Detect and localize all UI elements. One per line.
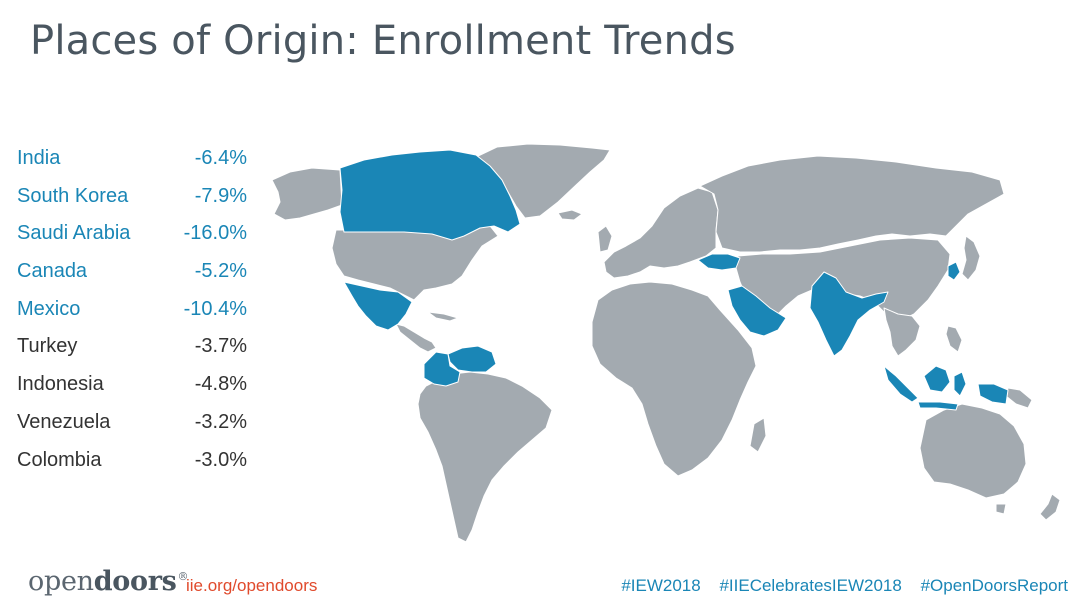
country-change-list: India -6.4% South Korea -7.9% Saudi Arab… — [17, 140, 257, 479]
country-change: -3.7% — [194, 335, 247, 358]
opendoors-logo: opendoors® — [28, 566, 189, 597]
country-change: -3.2% — [194, 410, 247, 433]
list-item-canada: Canada -5.2% — [17, 253, 257, 291]
hashtag-iiecelebratesiew2018: #IIECelebratesIEW2018 — [719, 576, 902, 595]
registered-mark: ® — [177, 570, 189, 583]
hashtag-iew2018: #IEW2018 — [621, 576, 701, 595]
page-title: Places of Origin: Enrollment Trends — [30, 18, 736, 64]
map-turkey — [697, 253, 741, 271]
land-central-america — [395, 323, 437, 353]
map-indonesia-borneo — [923, 365, 951, 393]
list-item-turkey: Turkey -3.7% — [17, 328, 257, 366]
land-madagascar — [749, 417, 767, 453]
land-south-america — [417, 371, 553, 543]
map-india — [809, 271, 889, 357]
logo-text-light: open — [28, 566, 94, 597]
map-south-korea — [947, 261, 961, 281]
country-change: -6.4% — [194, 147, 247, 169]
land-australia — [919, 403, 1027, 499]
list-item-saudi-arabia: Saudi Arabia -16.0% — [17, 215, 257, 253]
map-venezuela — [447, 345, 497, 373]
map-indonesia-java — [917, 401, 959, 411]
country-name: India — [17, 147, 61, 169]
list-item-south-korea: South Korea -7.9% — [17, 178, 257, 216]
list-item-india: India -6.4% — [17, 140, 257, 178]
list-item-mexico: Mexico -10.4% — [17, 291, 257, 329]
map-indonesia-sumatra — [883, 365, 919, 403]
country-change: -3.0% — [194, 448, 247, 471]
land-uk — [597, 225, 613, 253]
map-mexico — [343, 281, 413, 331]
hashtag-list: #IEW2018 #IIECelebratesIEW2018 #OpenDoor… — [607, 576, 1068, 596]
map-indonesia-papua — [977, 383, 1009, 405]
country-name: Mexico — [17, 297, 81, 320]
country-change: -5.2% — [194, 260, 247, 283]
list-item-venezuela: Venezuela -3.2% — [17, 404, 257, 442]
land-iceland — [557, 209, 583, 221]
country-name: Indonesia — [17, 373, 104, 396]
map-colombia — [423, 351, 461, 387]
country-name: Turkey — [17, 335, 78, 358]
list-item-indonesia: Indonesia -4.8% — [17, 366, 257, 404]
map-saudi-arabia — [727, 285, 787, 337]
logo-text-bold: doors — [93, 566, 177, 597]
list-item-colombia: Colombia -3.0% — [17, 442, 257, 480]
land-alaska — [271, 167, 343, 221]
land-philippines — [945, 325, 963, 353]
country-name: Colombia — [17, 448, 102, 471]
land-europe — [603, 187, 719, 279]
country-name: Venezuela — [17, 410, 111, 433]
country-change: -7.9% — [194, 184, 247, 207]
country-name: Canada — [17, 260, 88, 283]
map-indonesia-sulawesi — [953, 371, 967, 397]
land-africa — [591, 281, 757, 477]
land-russia — [699, 155, 1005, 253]
land-new-zealand — [1039, 493, 1061, 521]
land-japan — [961, 235, 981, 281]
land-png — [1005, 387, 1033, 409]
map-canada — [339, 149, 521, 241]
country-name: South Korea — [17, 184, 129, 207]
country-name: Saudi Arabia — [17, 222, 131, 245]
world-map — [271, 143, 1061, 543]
land-caribbean — [427, 311, 459, 322]
hashtag-opendoorsreport: #OpenDoorsReport — [920, 576, 1068, 595]
land-tasmania — [995, 503, 1007, 515]
country-change: -4.8% — [194, 373, 247, 396]
country-change: -10.4% — [183, 297, 247, 320]
website-link[interactable]: iie.org/opendoors — [186, 576, 318, 595]
country-change: -16.0% — [183, 222, 247, 245]
land-se-asia — [883, 307, 921, 357]
